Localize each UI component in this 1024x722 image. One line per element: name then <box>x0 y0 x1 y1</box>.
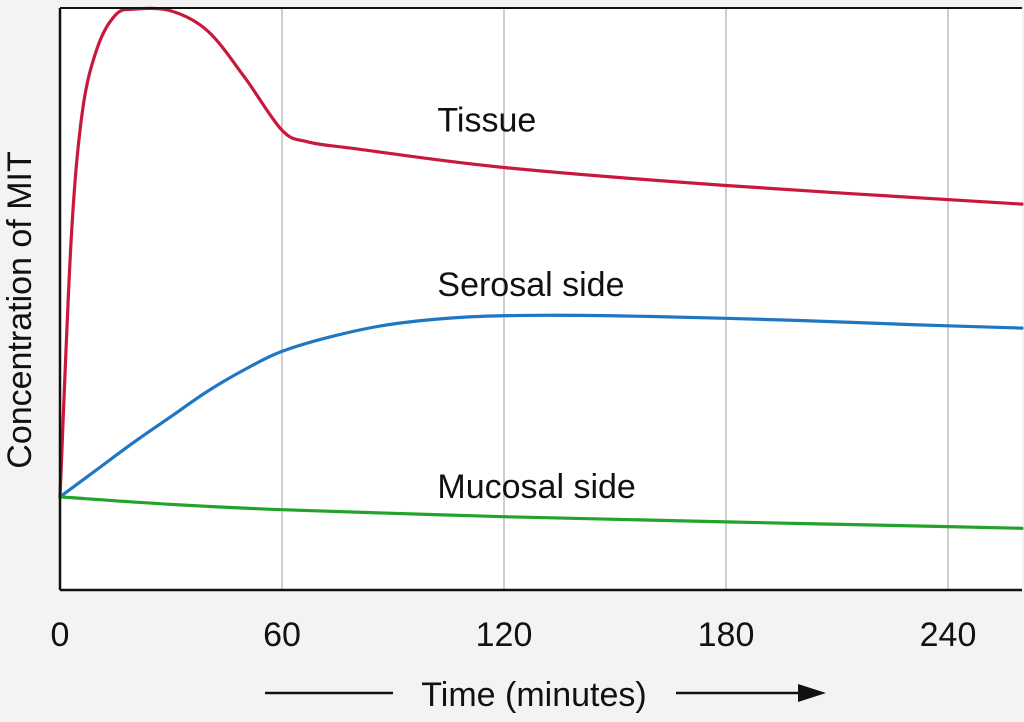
series-line-mucosal-side <box>58 495 1024 530</box>
series-label-mucosal-side: Mucosal side <box>437 468 635 506</box>
arrow-right-icon <box>798 684 826 702</box>
series-line-serosal-side <box>58 313 1024 499</box>
x-tick-label: 180 <box>698 616 755 654</box>
grid-lines <box>281 8 949 590</box>
x-tick-label: 60 <box>263 616 301 654</box>
x-tick-label: 240 <box>920 616 977 654</box>
x-tick-label: 120 <box>476 616 533 654</box>
x-axis-title: Time (minutes) <box>421 676 646 714</box>
plot-area <box>60 8 1022 590</box>
x-tick-label: 0 <box>51 616 70 654</box>
x-axis-title-group: Time (minutes) <box>265 676 826 714</box>
x-tick-labels: 0 60 120 180 240 <box>51 616 977 654</box>
series-labels: Tissue Serosal side Mucosal side <box>437 101 635 506</box>
series-label-tissue: Tissue <box>437 101 536 139</box>
series-line-tissue <box>58 6 1024 499</box>
series-label-serosal-side: Serosal side <box>437 266 624 304</box>
y-axis-title: Concentration of MIT <box>1 151 39 468</box>
series-lines <box>58 6 1024 530</box>
